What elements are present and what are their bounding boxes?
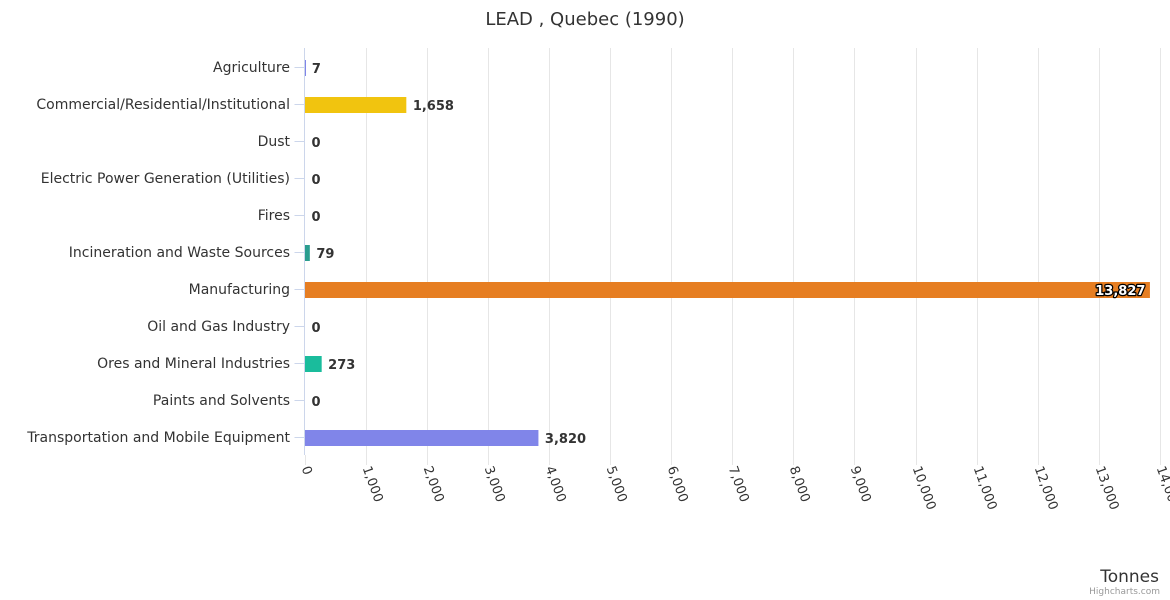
data-label: 0 (312, 395, 321, 410)
x-tick-label: 7,000 (725, 464, 752, 504)
category-label: Dust (258, 134, 291, 150)
axes (294, 48, 1161, 465)
category-label: Transportation and Mobile Equipment (26, 430, 290, 446)
data-label: 7 (312, 62, 321, 77)
tick-labels: 0 1,000 2,000 3,000 4,000 5,000 6,000 7,000 8,00… (298, 464, 1170, 512)
category-label: Oil and Gas Industry (147, 319, 290, 335)
data-labels: 7 1,658 0 0 0 79 13,827 0 273 0 3,820 (312, 62, 1147, 447)
category-label: Commercial/Residential/Institutional (36, 97, 290, 113)
data-label: 79 (316, 247, 334, 262)
x-tick-label: 6,000 (664, 464, 691, 504)
data-label: 0 (312, 136, 321, 151)
category-label: Ores and Mineral Industries (97, 356, 290, 372)
x-tick-label: 2,000 (420, 464, 447, 504)
x-tick-label: 13,000 (1092, 464, 1122, 512)
x-tick-label: 10,000 (909, 464, 939, 512)
x-tick-label: 0 (298, 464, 315, 477)
bar[interactable] (305, 245, 310, 261)
x-tick-label: 4,000 (542, 464, 569, 504)
bar[interactable] (305, 282, 1150, 298)
x-tick-label: 8,000 (786, 464, 813, 504)
x-tick-label: 1,000 (359, 464, 386, 504)
credits-link[interactable]: Highcharts.com (1089, 587, 1160, 597)
x-tick-label: 14,000 (1153, 464, 1170, 512)
category-label: Agriculture (213, 60, 290, 76)
x-tick-label: 11,000 (970, 464, 1000, 512)
x-tick-label: 3,000 (481, 464, 508, 504)
x-tick-label: 5,000 (603, 464, 630, 504)
bar[interactable] (305, 430, 539, 446)
bar[interactable] (305, 60, 306, 76)
axis-title: Tonnes (1099, 567, 1159, 587)
category-label: Manufacturing (189, 282, 290, 298)
category-label: Electric Power Generation (Utilities) (41, 171, 290, 187)
data-label: 0 (312, 210, 321, 225)
category-label: Paints and Solvents (153, 393, 290, 409)
bars (305, 60, 1150, 446)
bar[interactable] (305, 356, 322, 372)
data-label: 0 (312, 321, 321, 336)
data-label: 13,827 (1095, 284, 1145, 299)
x-tick-label: 12,000 (1031, 464, 1061, 512)
data-label: 0 (312, 173, 321, 188)
data-label: 3,820 (545, 432, 586, 447)
data-label: 1,658 (413, 99, 454, 114)
category-label: Incineration and Waste Sources (69, 245, 290, 261)
data-label: 273 (328, 358, 355, 373)
x-tick-label: 9,000 (847, 464, 874, 504)
bar[interactable] (305, 97, 407, 113)
chart-title: LEAD , Quebec (1990) (485, 9, 684, 30)
category-label: Fires (258, 208, 290, 224)
category-labels: Agriculture Commercial/Residential/Instit… (26, 60, 290, 446)
gridlines (366, 48, 1161, 455)
